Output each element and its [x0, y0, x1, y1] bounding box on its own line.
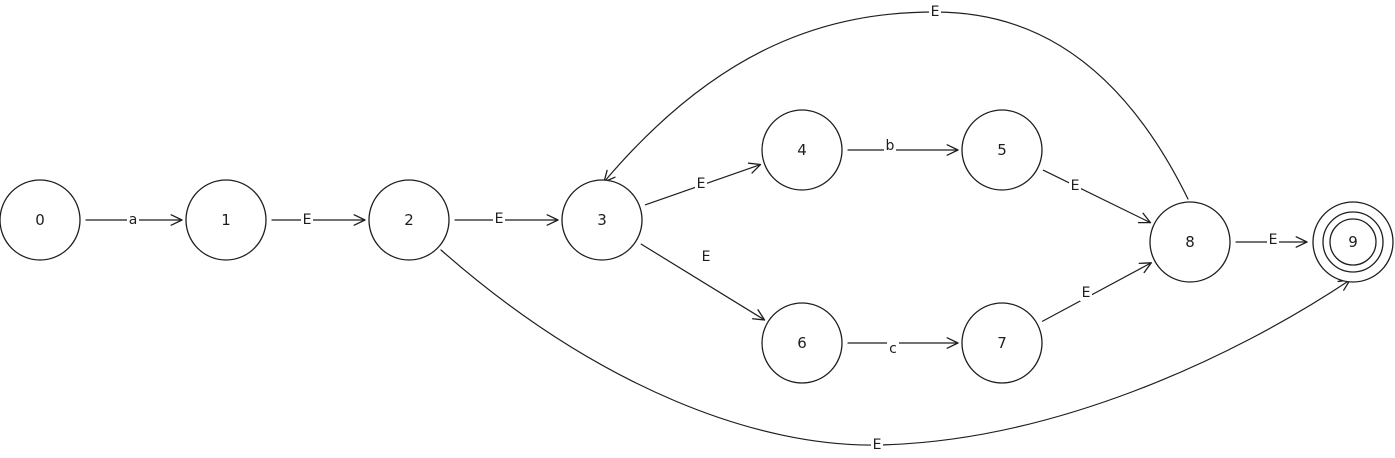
- arrow-head: [1138, 262, 1152, 274]
- transitions-layer: a E E E Eb c E E E E E: [85, 4, 1351, 453]
- transition-label: E: [697, 176, 706, 192]
- transition-label-bg: [700, 249, 712, 265]
- transition-2-3: E: [454, 211, 559, 227]
- state-label: 9: [1348, 233, 1358, 251]
- transition-label-bg: [1080, 285, 1092, 301]
- state-circle: [368, 179, 450, 261]
- transition-label: b: [886, 138, 895, 154]
- transition-label: E: [1071, 178, 1080, 194]
- transition-0-1: a: [85, 212, 183, 228]
- transition-line: [1042, 169, 1152, 224]
- transition-curve: [603, 11, 1189, 200]
- state-circle: [1312, 201, 1394, 283]
- state-label: 4: [797, 141, 807, 159]
- transition-6-7: c: [847, 337, 959, 357]
- transition-label: E: [495, 211, 504, 227]
- state-circle: [561, 179, 643, 261]
- state-circle: [185, 179, 267, 261]
- accepting-ring: [1322, 211, 1384, 273]
- arrow-head: [170, 214, 183, 226]
- transition-label: E: [931, 4, 940, 20]
- transition-8-9: E: [1235, 232, 1308, 248]
- state-circle: [761, 109, 843, 191]
- state-0: 0: [0, 179, 81, 261]
- state-1: 1: [185, 179, 267, 261]
- arrow-head: [1295, 236, 1308, 248]
- transition-label: E: [1082, 285, 1091, 301]
- state-label: 0: [35, 211, 45, 229]
- state-label: 6: [797, 334, 807, 352]
- transition-4-5: b: [847, 138, 959, 156]
- state-9: 9: [1312, 201, 1394, 283]
- state-circle: [961, 302, 1043, 384]
- states-layer: 0 1 2 3 4 5 6 7 8 9: [0, 109, 1394, 384]
- arrow-head: [1137, 212, 1152, 224]
- state-circle: [0, 179, 81, 261]
- state-circle: [761, 302, 843, 384]
- transition-label-bg: [871, 437, 883, 453]
- state-label: 5: [997, 141, 1007, 159]
- transition-label-bg: [887, 341, 899, 357]
- transition-label-bg: [127, 212, 139, 228]
- state-label: 7: [997, 334, 1007, 352]
- state-6: 6: [761, 302, 843, 384]
- state-circle: [961, 109, 1043, 191]
- arrow-head: [353, 214, 366, 226]
- state-label: 2: [404, 211, 414, 229]
- transition-3-6: E: [640, 243, 766, 321]
- state-circle: [1149, 201, 1231, 283]
- transition-8-3: E: [603, 4, 1189, 200]
- transition-label: E: [702, 249, 711, 265]
- accepting-inner-ring: [1329, 218, 1377, 266]
- arrow-head: [747, 162, 762, 174]
- state-label: 3: [597, 211, 607, 229]
- transition-7-8: E: [1041, 262, 1152, 322]
- transition-label-bg: [493, 211, 505, 227]
- arrow-head: [946, 337, 959, 349]
- state-8: 8: [1149, 201, 1231, 283]
- transition-label: E: [303, 212, 312, 228]
- transition-label: E: [873, 437, 882, 453]
- state-7: 7: [961, 302, 1043, 384]
- state-label: 1: [221, 211, 231, 229]
- transition-3-4: E: [644, 162, 762, 206]
- arrow-head: [751, 309, 766, 321]
- state-5: 5: [961, 109, 1043, 191]
- transition-label-bg: [884, 138, 896, 154]
- transition-5-8: E: [1042, 169, 1152, 224]
- arrow-head: [946, 144, 959, 156]
- transition-label-bg: [1267, 232, 1279, 248]
- state-label: 8: [1185, 233, 1195, 251]
- transition-label: a: [129, 212, 138, 228]
- state-2: 2: [368, 179, 450, 261]
- state-4: 4: [761, 109, 843, 191]
- transition-2-9: E: [440, 249, 1351, 453]
- transition-label-bg: [929, 4, 941, 20]
- transition-label: c: [889, 341, 897, 357]
- transition-label-bg: [695, 176, 707, 192]
- transition-1-2: E: [271, 212, 366, 228]
- transition-label: E: [1269, 232, 1278, 248]
- transition-label-bg: [301, 212, 313, 228]
- state-3: 3: [561, 179, 643, 261]
- arrow-head: [546, 214, 559, 226]
- transition-line: [640, 243, 766, 321]
- transition-label-bg: [1069, 178, 1081, 194]
- transition-line: [1041, 262, 1152, 322]
